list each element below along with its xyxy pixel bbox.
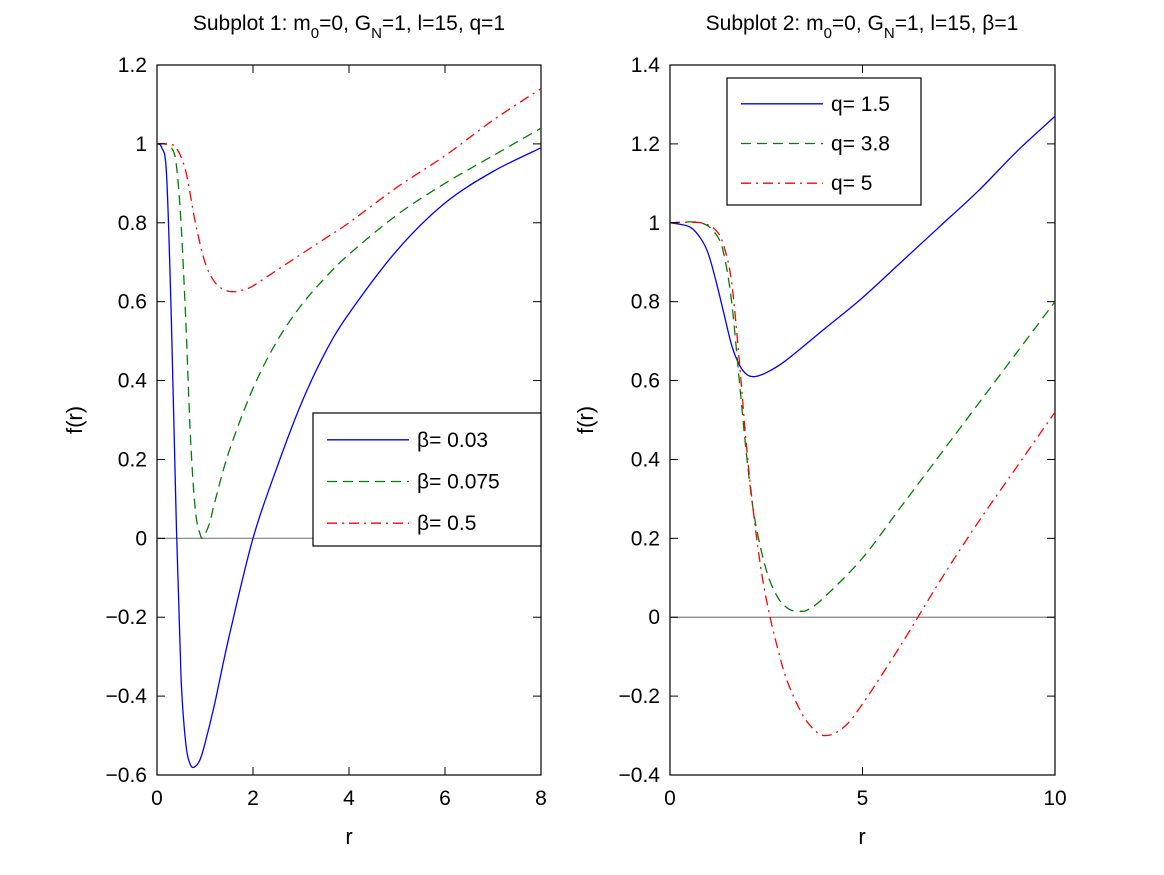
subplot-2-title: Subplot 2: m0=0, GN=1, l=15, β=1: [706, 12, 1019, 42]
subplot-2-y-tick-label: 1.4: [631, 54, 661, 77]
subplot-1-marks: 0 2 4 6 8 −0.6 −0.4 −0.2 0 0.2 0.4 0.6 0.8 1 1.2 β= 0.0…: [106, 54, 547, 810]
subplot-1-x-tick-label: 8: [535, 787, 547, 810]
subplot-2-legend-label-2: q= 3.8: [831, 133, 890, 156]
subplot-1-x-tick-label: 0: [151, 787, 163, 810]
subplot-1-y-tick-label: 0.6: [118, 291, 147, 314]
subplot-2-x-tick-label: 0: [664, 787, 676, 810]
subplot-1-y-tick-label: 0: [135, 527, 147, 550]
subplot-1-y-tick-label: 1.2: [118, 54, 147, 77]
subplot-1-y-tick-label: −0.6: [106, 764, 147, 787]
subplot-2-y-tick-label: 0.8: [631, 291, 660, 314]
subplot-1-x-axis-label: r: [345, 824, 352, 849]
subplot-1-y-axis-label: f(r): [62, 406, 87, 434]
subplot-1-series-line-2: [156, 127, 542, 540]
subplot-2-y-tick-label: 1.2: [631, 133, 660, 156]
subplot-2-marks: 0 5 10 −0.4 −0.2 0 0.2 0.4 0.6 0.8 1 1.2 1.4 q= 1.5 q=…: [619, 54, 1067, 810]
subplot-1-x-tick-label: 2: [247, 787, 259, 810]
subplot-1-legend-label-2: β= 0.075: [417, 471, 500, 494]
subplot-1-legend-label-3: β= 0.5: [417, 512, 476, 535]
subplot-2-x-tick-label: 5: [857, 787, 869, 810]
subplot-2-series-line-3: [669, 221, 1056, 737]
subplot-2-legend-label-3: q= 5: [831, 172, 872, 195]
subplot-1-y-tick-label: 0.2: [118, 448, 147, 471]
subplot-2-y-tick-label: 0.2: [631, 527, 660, 550]
subplot-1: 0 2 4 6 8 −0.6 −0.4 −0.2 0 0.2 0.4 0.6 0.8 1 1.2 β= 0.0…: [62, 12, 547, 849]
subplot-2-y-tick-label: 0: [648, 606, 660, 629]
subplot-1-legend-label-1: β= 0.03: [417, 429, 488, 452]
subplot-2-y-tick-label: −0.2: [619, 685, 660, 708]
subplot-1-x-tick-label: 6: [439, 787, 451, 810]
subplot-1-legend-box: [312, 412, 542, 547]
subplot-2-y-tick-label: 0.4: [631, 448, 661, 471]
subplot-2-y-tick-label: 1: [648, 212, 660, 235]
subplot-1-y-tick-label: −0.2: [106, 606, 147, 629]
subplot-2-legend-label-1: q= 1.5: [831, 93, 890, 116]
subplot-1-x-tick-label: 4: [343, 787, 355, 810]
subplot-1-y-tick-label: 1: [135, 133, 147, 156]
subplot-1-y-tick-label: −0.4: [106, 685, 148, 708]
subplot-2-legend-box: [726, 77, 922, 206]
subplot-2-y-tick-label: −0.4: [619, 764, 661, 787]
subplot-1-y-tick-label: 0.8: [118, 212, 147, 235]
subplot-2-y-axis-label: f(r): [573, 406, 598, 434]
subplot-2-x-tick-label: 10: [1043, 787, 1066, 810]
subplot-1-y-tick-label: 0.4: [118, 370, 148, 393]
subplot-2-y-tick-label: 0.6: [631, 370, 660, 393]
subplot-2-series-line-1: [669, 115, 1056, 378]
subplot-2-x-axis-label: r: [858, 824, 865, 849]
subplot-1-series-line-1: [156, 143, 542, 769]
subplot-2: 0 5 10 −0.4 −0.2 0 0.2 0.4 0.6 0.8 1 1.2 1.4 q= 1.5 q=…: [573, 12, 1067, 849]
subplot-1-series-line-3: [156, 88, 542, 293]
subplot-2-series-line-2: [669, 221, 1056, 612]
subplot-1-title: Subplot 1: m0=0, GN=1, l=15, q=1: [193, 12, 505, 42]
